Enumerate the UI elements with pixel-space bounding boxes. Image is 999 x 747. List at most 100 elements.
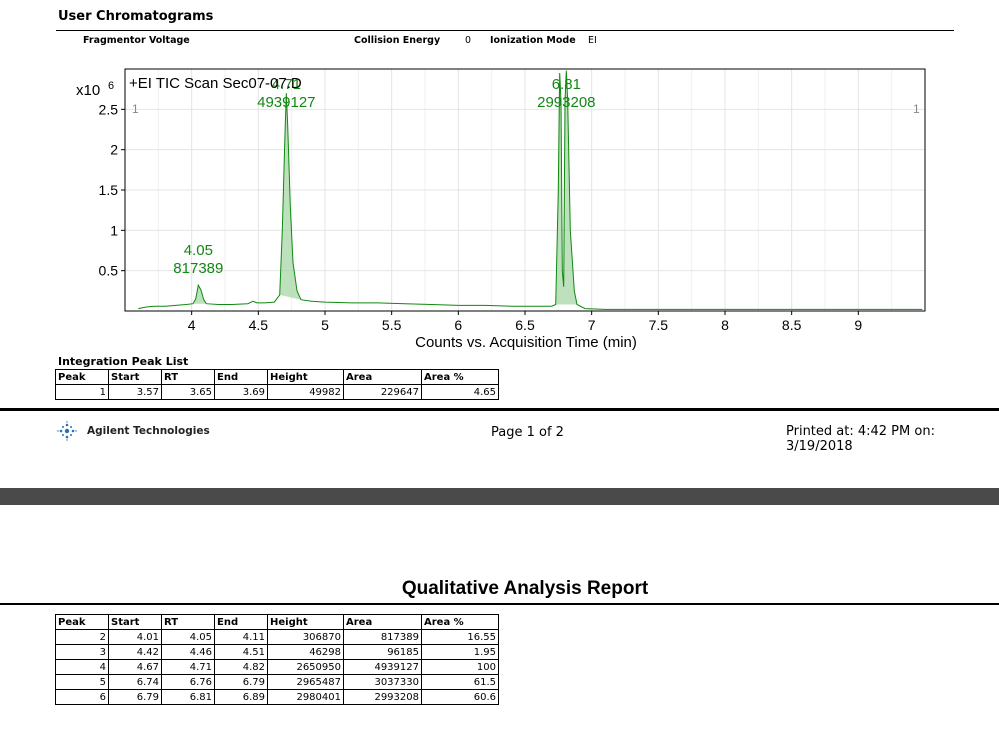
x-tick-label: 8 — [721, 317, 729, 333]
peak-rt-label: 6.81 — [552, 76, 581, 93]
table-cell: 60.6 — [421, 689, 499, 705]
column-header-end: End — [214, 369, 268, 385]
document-title: User Chromatograms — [58, 9, 214, 24]
column-header-peak: Peak — [55, 369, 109, 385]
peak-height-label: 817389 — [173, 260, 223, 277]
table-cell: 4939127 — [343, 659, 422, 675]
chart-grid — [125, 69, 925, 311]
x-tick-label: 5 — [321, 317, 329, 333]
table-cell: 6.81 — [161, 689, 215, 705]
table-cell: 6.89 — [214, 689, 268, 705]
y-tick-label: 2.5 — [99, 101, 119, 117]
fragmentor-voltage-label: Fragmentor Voltage — [83, 35, 190, 46]
table-cell: 6.76 — [161, 674, 215, 690]
x-tick-label: 4 — [188, 317, 196, 333]
column-header-area: Area % — [421, 369, 499, 385]
y-tick-label: 2 — [110, 142, 118, 158]
printed-timestamp: Printed at: 4:42 PM on: 3/19/2018 — [786, 424, 935, 454]
column-header-area: Area — [343, 369, 422, 385]
table-cell: 2980401 — [267, 689, 344, 705]
y-tick-label: 0.5 — [99, 263, 119, 279]
column-header-height: Height — [267, 614, 344, 630]
table-cell: 3037330 — [343, 674, 422, 690]
column-header-end: End — [214, 614, 268, 630]
table-cell: 2 — [55, 629, 109, 645]
table-cell: 306870 — [267, 629, 344, 645]
peak-height-label: 2993208 — [537, 94, 595, 111]
report-peak-table: Peak Start RT End Height Area Area % 2 4.01 4.05… — [55, 614, 499, 705]
table-cell: 4.11 — [214, 629, 268, 645]
peak-rt-label: 4.71 — [272, 76, 301, 93]
x-tick-label: 9 — [854, 317, 862, 333]
table-cell: 61.5 — [421, 674, 499, 690]
table-cell: 2993208 — [343, 689, 422, 705]
table-cell: 1 — [55, 384, 109, 400]
integration-peak-table: Peak Start RT End Height Area Area % 1 3.57 3.65… — [55, 369, 499, 400]
column-header-area: Area % — [421, 614, 499, 630]
x-tick-label: 6.5 — [515, 317, 535, 333]
table-row: 5 6.74 6.76 6.79 2965487 3037330 61.5 — [55, 674, 499, 690]
table-cell: 4.71 — [161, 659, 215, 675]
table-cell: 3.57 — [108, 384, 162, 400]
table-header-row: Peak Start RT End Height Area Area % — [55, 614, 499, 630]
y-tick-label: 1.5 — [99, 182, 119, 198]
y-multiplier-label: x10 — [76, 82, 100, 99]
table-cell: 4.42 — [108, 644, 162, 660]
table-row: 4 4.67 4.71 4.82 2650950 4939127 100 — [55, 659, 499, 675]
footer-divider — [0, 408, 999, 411]
table-cell: 3.69 — [214, 384, 268, 400]
table-cell: 6.74 — [108, 674, 162, 690]
table-cell: 6.79 — [214, 674, 268, 690]
page-number: Page 1 of 2 — [491, 425, 564, 440]
column-header-area: Area — [343, 614, 422, 630]
report-title: Qualitative Analysis Report — [401, 578, 649, 599]
table-cell: 229647 — [343, 384, 422, 400]
y-tick-label: 1 — [110, 222, 118, 238]
column-header-start: Start — [108, 614, 162, 630]
table-cell: 16.55 — [421, 629, 499, 645]
table-cell: 3.65 — [161, 384, 215, 400]
x-tick-label: 8.5 — [782, 317, 802, 333]
peak-rt-label: 4.05 — [184, 242, 213, 259]
x-tick-label: 5.5 — [382, 317, 402, 333]
integration-peak-list-title: Integration Peak List — [58, 355, 189, 368]
chromatogram-chart: 4 4.5 5 5.5 6 6.5 7 7.5 8 8.5 9 0.5 1 1.5 2 2.5 4.05817… — [76, 68, 926, 351]
x-tick-label: 7 — [588, 317, 596, 333]
header-divider — [56, 30, 954, 31]
table-row: 6 6.79 6.81 6.89 2980401 2993208 60.6 — [55, 689, 499, 705]
x-tick-label: 4.5 — [249, 317, 269, 333]
company-name: Agilent Technologies — [87, 425, 210, 437]
table-cell: 100 — [421, 659, 499, 675]
table-cell: 49982 — [267, 384, 344, 400]
table-cell: 817389 — [343, 629, 422, 645]
page-break-bar — [0, 488, 999, 505]
y-multiplier-exponent: 6 — [108, 80, 114, 92]
table-cell: 4.05 — [161, 629, 215, 645]
agilent-spark-logo-icon — [57, 421, 77, 441]
chart-title: +EI TIC Scan Sec07-07.D — [129, 75, 302, 92]
integrated-peak-area — [193, 285, 207, 304]
table-row: 3 4.42 4.46 4.51 46298 96185 1.95 — [55, 644, 499, 660]
x-axis-label: Counts vs. Acquisition Time (min) — [415, 334, 637, 351]
column-header-peak: Peak — [55, 614, 109, 630]
table-cell: 4.01 — [108, 629, 162, 645]
column-header-rt: RT — [161, 369, 215, 385]
tic-trace-line — [138, 70, 923, 310]
table-cell: 4.51 — [214, 644, 268, 660]
peak-fill-layer — [193, 70, 577, 305]
table-cell: 4.65 — [421, 384, 499, 400]
table-cell: 2650950 — [267, 659, 344, 675]
table-cell: 4.67 — [108, 659, 162, 675]
column-header-start: Start — [108, 369, 162, 385]
table-cell: 6 — [55, 689, 109, 705]
x-tick-label: 7.5 — [649, 317, 669, 333]
marker-label-left: 1 — [132, 102, 139, 116]
table-cell: 6.79 — [108, 689, 162, 705]
table-cell: 96185 — [343, 644, 422, 660]
ionization-mode-label: Ionization Mode — [490, 35, 576, 46]
table-cell: 4 — [55, 659, 109, 675]
column-header-rt: RT — [161, 614, 215, 630]
collision-energy-value: 0 — [465, 35, 472, 46]
table-cell: 2965487 — [267, 674, 344, 690]
